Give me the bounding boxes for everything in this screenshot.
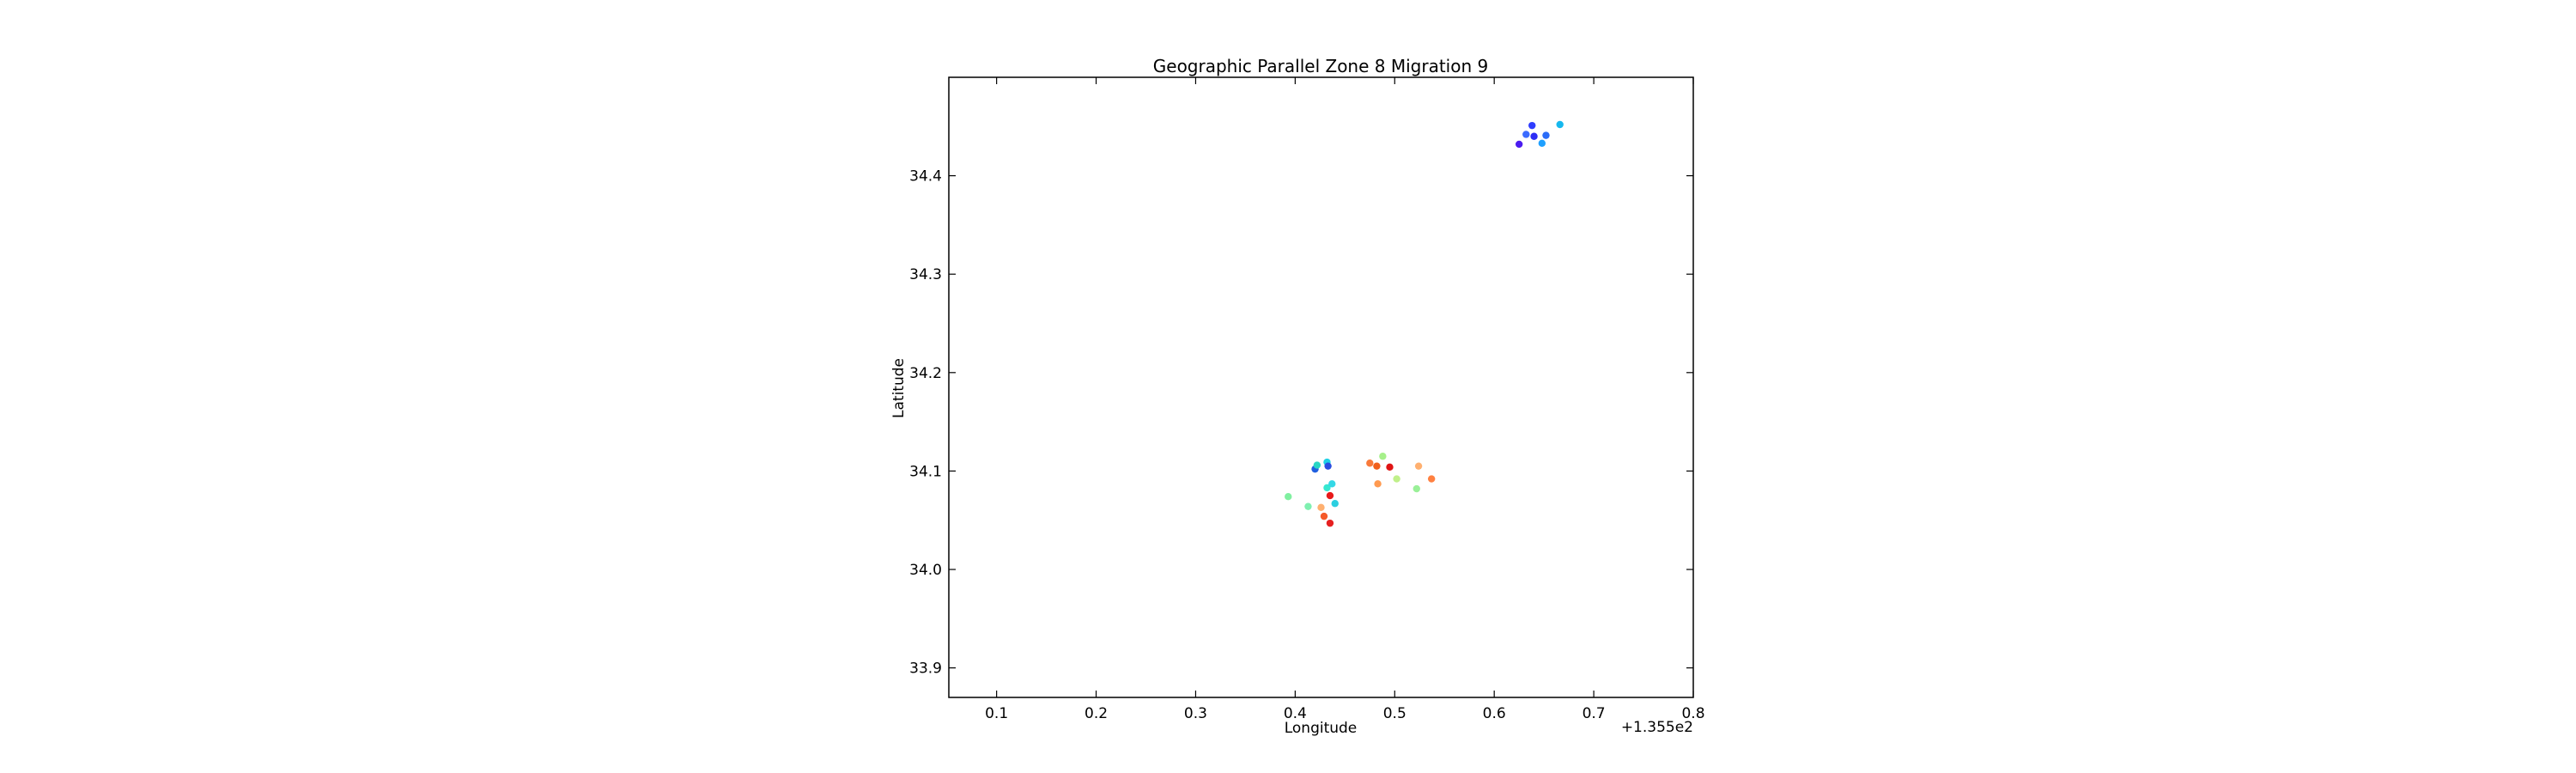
scatter-point-19 xyxy=(1326,519,1334,527)
scatter-point-14 xyxy=(1328,480,1336,488)
scatter-points xyxy=(1285,120,1564,527)
y-axis-ticks: 33.9 34.0 34.1 34.2 34.3 34.4 xyxy=(909,168,1693,678)
scatter-point-15 xyxy=(1331,500,1339,508)
scatter-point-0 xyxy=(1515,140,1523,149)
x-tick-label-3: 0.4 xyxy=(1284,705,1307,722)
x-tick-label-6: 0.7 xyxy=(1583,705,1606,722)
scatter-point-23 xyxy=(1386,463,1394,472)
scatter-point-24 xyxy=(1374,480,1382,488)
x-axis-offset-label: +1.355e2 xyxy=(1621,719,1693,736)
scatter-point-16 xyxy=(1326,491,1334,500)
scatter-point-27 xyxy=(1414,462,1423,470)
plot-frame xyxy=(948,76,1694,698)
y-tick-label-0: 33.9 xyxy=(909,660,942,678)
scatter-point-20 xyxy=(1366,460,1374,467)
scatter-point-12 xyxy=(1304,502,1312,510)
scatter-point-21 xyxy=(1373,462,1381,470)
scatter-point-4 xyxy=(1538,139,1546,147)
scatter-point-8 xyxy=(1313,461,1321,469)
chart-title: Geographic Parallel Zone 8 Migration 9 xyxy=(1153,56,1488,76)
x-tick-label-7: 0.8 xyxy=(1681,705,1704,722)
plot-area xyxy=(948,76,1694,698)
scatter-point-26 xyxy=(1413,484,1420,493)
scatter-point-18 xyxy=(1320,512,1328,520)
x-axis-ticks: 0.1 0.2 0.3 0.4 0.5 0.6 0.7 0.8 xyxy=(985,77,1705,722)
y-tick-label-2: 34.1 xyxy=(909,463,942,480)
x-tick-label-1: 0.2 xyxy=(1084,705,1108,722)
y-tick-label-4: 34.3 xyxy=(909,266,942,283)
scatter-point-22 xyxy=(1379,453,1387,460)
x-tick-label-0: 0.1 xyxy=(985,705,1008,722)
x-tick-label-2: 0.3 xyxy=(1184,705,1207,722)
scatter-point-6 xyxy=(1556,120,1564,129)
scatter-point-17 xyxy=(1317,503,1325,512)
scatter-point-3 xyxy=(1530,132,1538,140)
y-axis-label: Latitude xyxy=(890,358,908,418)
x-tick-label-4: 0.5 xyxy=(1383,705,1406,722)
scatter-point-25 xyxy=(1393,475,1400,483)
scatter-point-28 xyxy=(1427,475,1436,483)
scatter-point-11 xyxy=(1285,493,1292,501)
y-tick-label-1: 34.0 xyxy=(909,562,942,579)
y-tick-label-3: 34.2 xyxy=(909,365,942,382)
x-tick-label-5: 0.6 xyxy=(1483,705,1506,722)
scatter-point-1 xyxy=(1522,131,1530,138)
scatter-point-5 xyxy=(1542,131,1550,139)
scatter-point-13 xyxy=(1323,484,1331,492)
scatter-point-10 xyxy=(1324,462,1332,470)
x-axis-label: Longitude xyxy=(1285,720,1358,737)
scatter-point-2 xyxy=(1528,121,1536,130)
y-tick-label-5: 34.4 xyxy=(909,168,942,186)
